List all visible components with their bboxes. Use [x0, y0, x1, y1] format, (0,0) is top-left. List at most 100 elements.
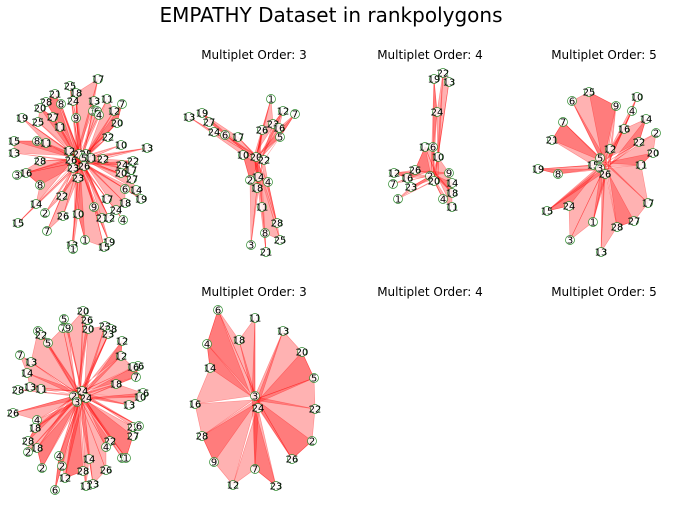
rank-polygon [217, 309, 257, 398]
node-marker [79, 161, 89, 171]
node-marker [78, 466, 88, 476]
node-label: 5 [277, 133, 283, 144]
node-28: 28 [34, 156, 47, 168]
node-9: 9 [209, 457, 219, 469]
node-marker [245, 175, 255, 185]
node-label: 3 [248, 241, 254, 252]
node-7: 7 [131, 372, 141, 384]
node-label: 23 [87, 480, 100, 491]
node-marker [111, 205, 121, 215]
node-label: 7 [292, 110, 298, 121]
node-label: 11 [635, 161, 648, 172]
rank-polygon [27, 391, 82, 453]
node-14: 14 [83, 454, 96, 466]
node-label: 1 [123, 454, 129, 465]
node-6: 6 [428, 142, 438, 154]
node-6: 6 [134, 421, 144, 433]
node-label: 25 [583, 88, 596, 99]
node-marker [565, 235, 575, 245]
panel-7: Multiplet Order: 4 [377, 285, 483, 299]
node-6: 6 [567, 96, 577, 108]
node-22: 22 [309, 404, 321, 416]
node-marker [81, 393, 91, 403]
node-marker [50, 485, 60, 495]
node-label: 19 [196, 109, 209, 120]
node-label: 27 [203, 118, 216, 129]
node-label: 17 [125, 166, 138, 177]
node-10: 10 [631, 92, 644, 104]
node-marker [78, 306, 88, 316]
node-label: 4 [56, 452, 62, 463]
node-label: 18 [446, 189, 459, 200]
node-label: 28 [12, 386, 25, 397]
node-label: 22 [102, 133, 115, 144]
node-marker [50, 89, 60, 99]
node-1: 1 [393, 194, 403, 206]
node-label: 2 [653, 129, 659, 140]
node-19: 19 [16, 113, 28, 125]
node-marker [109, 106, 119, 116]
node-12: 12 [59, 473, 72, 485]
node-label: 27 [47, 113, 60, 124]
node-20: 20 [111, 118, 123, 130]
node-label: 27 [127, 432, 140, 443]
node-26: 26 [256, 125, 269, 137]
node-label: 15 [541, 207, 554, 218]
node-label: 17 [419, 143, 432, 154]
node-label: 25 [32, 118, 45, 129]
node-13: 13 [141, 143, 153, 155]
node-20: 20 [647, 148, 659, 160]
node-label: 28 [34, 157, 47, 168]
node-label: 12 [388, 169, 401, 180]
node-marker [278, 106, 288, 116]
node-marker [252, 183, 262, 193]
node-marker [253, 403, 263, 413]
node-label: 24 [110, 206, 123, 217]
node-26: 26 [100, 465, 112, 477]
panel-8: Multiplet Order: 5 [551, 285, 657, 299]
node-21: 21 [260, 247, 272, 259]
node-label: 22 [127, 423, 140, 434]
panel-3-title: Multiplet Order: 4 [377, 48, 483, 62]
rank-polygon [76, 365, 139, 394]
node-label: 12 [59, 474, 72, 485]
rank-polygon [194, 399, 255, 437]
node-label: 9 [73, 114, 79, 125]
node-marker [48, 112, 58, 122]
node-7: 7 [290, 109, 300, 121]
node-marker [406, 182, 416, 192]
node-1: 1 [121, 453, 131, 465]
node-marker [36, 330, 46, 340]
node-label: 2 [59, 462, 65, 473]
node-label: 10 [631, 93, 644, 104]
node-marker [56, 99, 66, 109]
node-marker [250, 313, 260, 323]
node-label: 24 [252, 404, 265, 415]
node-5: 5 [595, 153, 605, 165]
node-marker [32, 136, 42, 146]
node-label: 23 [405, 183, 418, 194]
node-17: 17 [232, 132, 244, 144]
node-label: 22 [127, 157, 140, 168]
node-marker [60, 473, 70, 483]
node-6: 6 [213, 305, 223, 317]
node-label: 26 [256, 126, 269, 137]
node-label: 12 [63, 147, 76, 158]
node-label: 14 [83, 455, 96, 466]
node-label: 7 [133, 373, 139, 384]
node-marker [43, 338, 53, 348]
node-13: 13 [443, 77, 455, 89]
node-marker [103, 329, 113, 339]
node-marker [40, 208, 50, 218]
node-marker [278, 326, 288, 336]
node-26: 26 [286, 454, 298, 466]
node-label: 20 [115, 169, 128, 180]
node-label: 23 [67, 164, 80, 175]
rank-polygon [82, 100, 95, 162]
node-label: 4 [120, 216, 126, 227]
node-marker [447, 188, 457, 198]
node-label: 18 [251, 184, 264, 195]
node-label: 4 [265, 178, 271, 189]
node-marker [41, 97, 51, 107]
node-23: 23 [72, 173, 84, 185]
